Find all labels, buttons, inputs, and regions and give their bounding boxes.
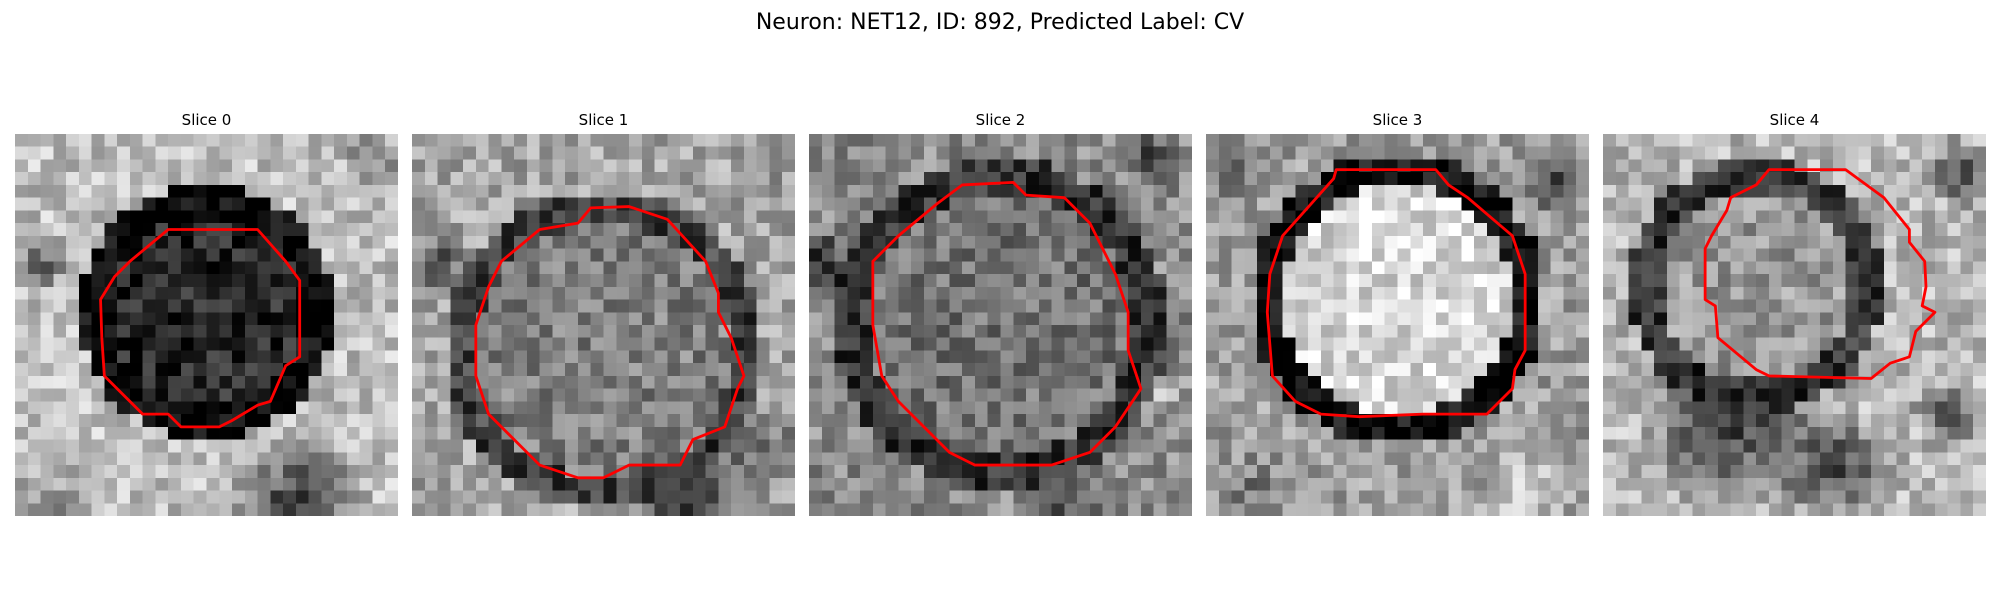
slice-image-2 xyxy=(809,134,1192,516)
slice-title-0: Slice 0 xyxy=(181,111,232,129)
segmentation-contour xyxy=(1265,168,1527,419)
pixel-grid xyxy=(1603,134,1986,516)
segmentation-contour xyxy=(99,228,302,429)
slice-title-1: Slice 1 xyxy=(578,111,629,129)
segmentation-contour xyxy=(871,180,1143,467)
slice-panel-4: Slice 4 xyxy=(1603,110,1986,516)
slice-image-0 xyxy=(15,134,398,516)
slice-image-1 xyxy=(412,134,795,516)
slice-panel-1: Slice 1 xyxy=(412,110,795,516)
slice-title-4: Slice 4 xyxy=(1769,111,1820,129)
pixel-grid xyxy=(412,134,795,516)
pixel-grid xyxy=(1206,134,1589,516)
slice-title-3: Slice 3 xyxy=(1372,111,1423,129)
slice-image-4 xyxy=(1603,134,1986,516)
slice-panel-0: Slice 0 xyxy=(15,110,398,516)
slice-title-2: Slice 2 xyxy=(975,111,1026,129)
pixel-grid xyxy=(809,134,1192,516)
segmentation-contour xyxy=(1703,168,1937,380)
pixel-grid xyxy=(15,134,398,516)
figure-title: Neuron: NET12, ID: 892, Predicted Label:… xyxy=(755,10,1245,35)
segmentation-contour xyxy=(474,205,746,480)
slice-panel-2: Slice 2 xyxy=(809,110,1192,516)
slice-panel-3: Slice 3 xyxy=(1206,110,1589,516)
slice-image-3 xyxy=(1206,134,1589,516)
